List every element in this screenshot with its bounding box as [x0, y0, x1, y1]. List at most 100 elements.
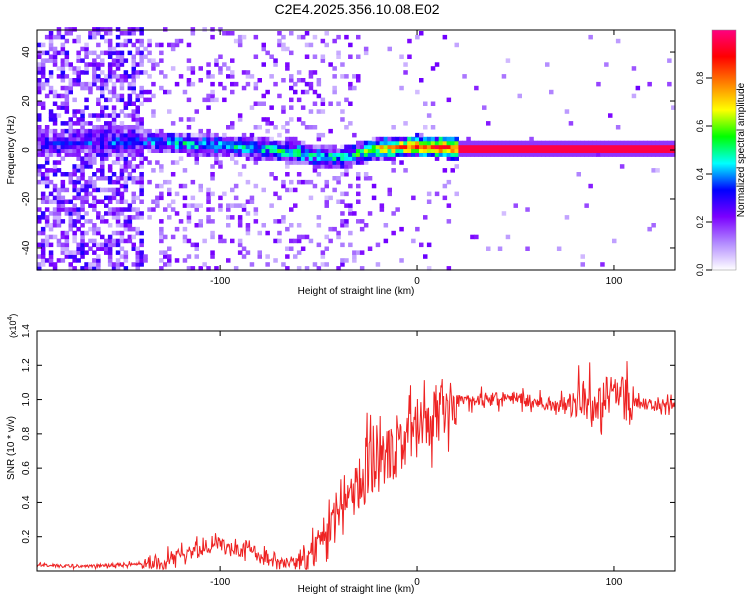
spectrogram-cell — [37, 219, 42, 224]
spectrogram-cell — [37, 230, 42, 236]
spectrogram-cell — [56, 132, 62, 138]
spectrogram-cell — [178, 74, 184, 79]
spectrogram-cell — [37, 136, 42, 142]
spectrogram-cell — [37, 172, 42, 177]
spectrogram-cell — [119, 31, 125, 36]
spectrogram-cell — [96, 74, 101, 79]
spectrogram-cell — [111, 207, 117, 212]
spectrogram-cell — [462, 140, 467, 146]
spectrogram-cell — [277, 148, 282, 153]
spectrogram-cell — [119, 223, 125, 228]
spectrogram-cell — [466, 152, 471, 157]
spectrogram-cell — [359, 140, 365, 146]
spectrogram-cell — [241, 34, 247, 40]
spectrogram-cell — [375, 242, 381, 248]
spectrogram-cell — [296, 250, 302, 255]
spectrogram-cell — [44, 223, 50, 228]
spectrogram-cell — [167, 136, 172, 142]
spectrogram-cell — [115, 125, 121, 130]
spectrogram-cell — [104, 211, 109, 216]
spectrogram-cell — [194, 144, 199, 150]
spectrogram-cell — [647, 226, 652, 232]
spectrogram-cell — [218, 160, 223, 165]
spectrogram-cell — [190, 140, 196, 146]
spectrogram-cell — [143, 144, 148, 150]
spectrogram-cell — [96, 78, 101, 83]
spectrogram-cell — [143, 89, 148, 95]
spectrogram-cell — [40, 254, 46, 259]
spectrogram-cell — [415, 226, 420, 232]
spectrogram-cell — [64, 54, 70, 59]
spectrogram-cell — [127, 113, 133, 118]
spectrogram-cell — [115, 58, 121, 63]
spectrogram-cell — [139, 54, 144, 59]
spectrogram-cell — [143, 140, 148, 146]
spectrogram-cell — [194, 254, 199, 259]
spectrogram-cell — [218, 140, 223, 146]
spectrogram-cell — [131, 262, 136, 267]
spectrogram-cell — [84, 156, 89, 161]
spectrogram-cell — [84, 262, 89, 267]
spectrogram-cell — [415, 144, 420, 150]
spectrogram-cell — [80, 254, 85, 259]
spectrogram-cell — [230, 187, 235, 193]
spectrogram-cell — [104, 242, 109, 248]
spectrogram-cell — [218, 234, 223, 240]
spectrogram-cell — [135, 113, 140, 118]
spectrogram-cell — [348, 160, 353, 165]
spectrogram-cell — [76, 128, 81, 134]
spectrogram-cell — [257, 250, 262, 255]
spectrogram-cell — [194, 160, 199, 165]
spectrogram-cell — [40, 140, 46, 146]
spectrogram-cell — [289, 97, 294, 103]
spectrogram-cell — [139, 117, 144, 122]
spectrogram-cell — [296, 172, 302, 177]
spectrogram-cell — [111, 125, 117, 130]
spectrogram-cell — [363, 46, 369, 52]
spectrogram-cell — [76, 109, 81, 114]
spectrogram-cell — [92, 230, 97, 236]
spectrogram-cell — [316, 152, 322, 157]
spectrogram-cell — [111, 128, 117, 134]
spectrogram-cell — [285, 266, 290, 271]
spectrogram-cell — [92, 81, 97, 87]
spectrogram-cell — [170, 172, 176, 177]
spectrogram-cell — [257, 254, 262, 259]
spectrogram-cell — [253, 81, 259, 87]
spectrogram-cell — [289, 207, 294, 212]
spectrogram-cell — [92, 203, 97, 208]
spectrogram-cell — [72, 179, 77, 185]
spectrogram-cell — [92, 140, 97, 146]
spectrogram-cell — [253, 219, 259, 224]
spectrogram-cell — [426, 199, 432, 204]
spectrogram-cell — [289, 179, 294, 185]
spectrogram-cell — [48, 109, 54, 114]
spectrogram-cell — [245, 211, 251, 216]
spectrogram-cell — [131, 195, 136, 201]
spectrogram-cell — [104, 144, 109, 150]
spectrogram-cell — [115, 140, 121, 146]
spectrogram-cell — [127, 97, 133, 103]
spectrogram-cell — [281, 152, 286, 157]
spectrogram-cell — [123, 199, 129, 204]
spectrogram-cell — [170, 42, 176, 48]
spectrogram-cell — [391, 144, 396, 150]
spectrogram-cell — [80, 128, 85, 134]
spectrogram-cell — [37, 62, 42, 67]
spectrogram-cell — [237, 38, 243, 44]
spectrogram-cell — [100, 148, 105, 153]
spectrogram-cell — [222, 238, 227, 244]
spectrogram-cell — [88, 191, 93, 197]
spectrogram-cell — [131, 191, 136, 197]
spectrogram-cell — [407, 152, 412, 157]
spectrogram-cell — [40, 128, 46, 134]
spectrogram-cell — [92, 136, 97, 142]
spectrogram-cell — [119, 211, 125, 216]
spectrogram-cell — [458, 140, 463, 146]
spectrogram-cell — [226, 207, 231, 212]
spectrogram-cell — [328, 62, 333, 67]
spectrogram-cell — [52, 148, 58, 153]
spectrogram-cell — [222, 136, 227, 142]
spectrogram-cell — [37, 152, 42, 157]
spectrogram-cell — [300, 148, 306, 153]
